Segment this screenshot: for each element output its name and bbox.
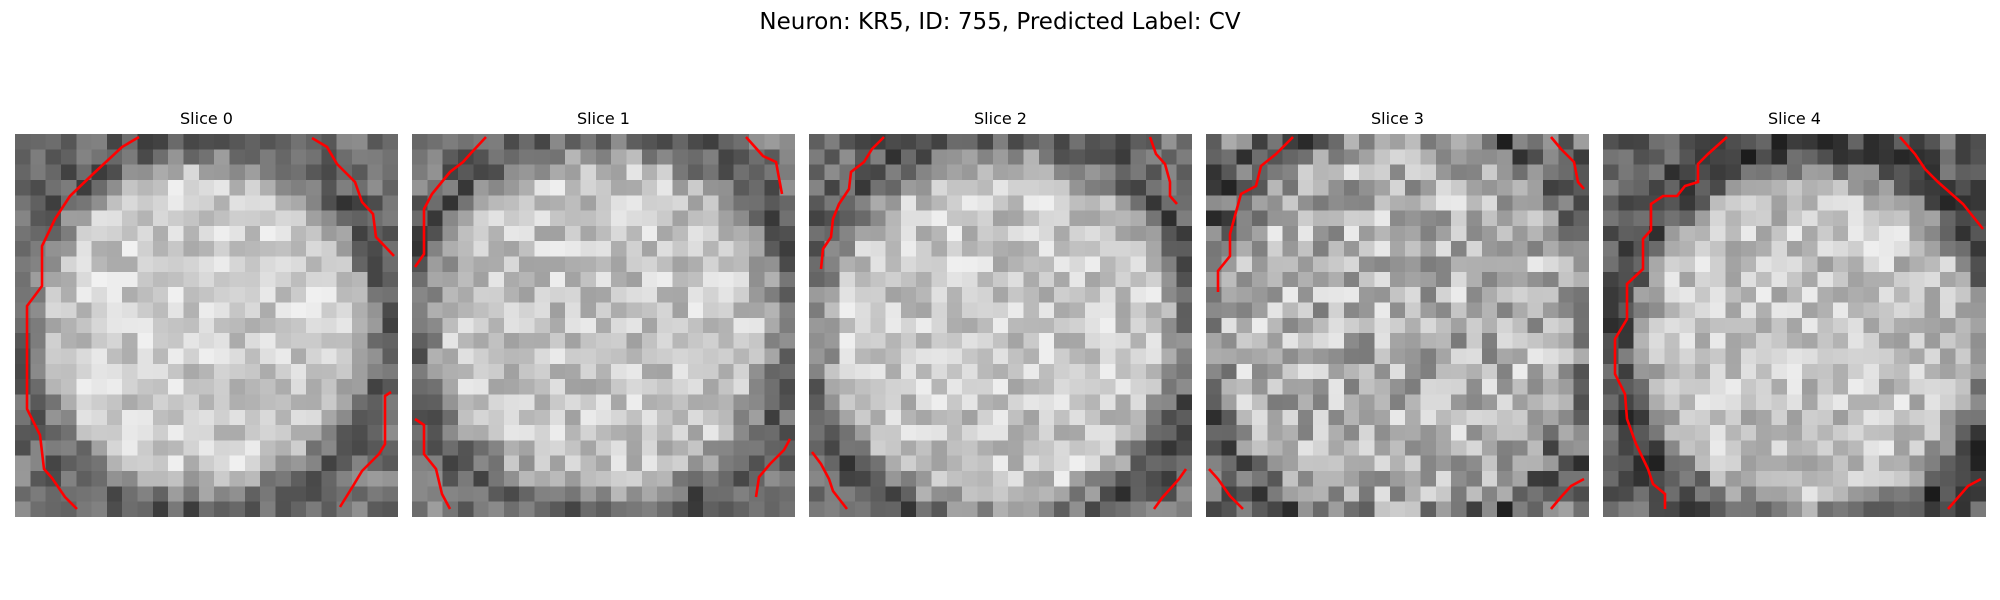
slice-image-1 bbox=[412, 134, 795, 517]
contour-line-2 bbox=[338, 390, 392, 508]
pixel-grid bbox=[1206, 134, 1589, 517]
slice-title-2: Slice 2 bbox=[974, 109, 1027, 128]
slice-title-3: Slice 3 bbox=[1371, 109, 1424, 128]
contour-line-0 bbox=[413, 136, 487, 268]
slice-title-1: Slice 1 bbox=[577, 109, 630, 128]
contour-line-2 bbox=[1208, 468, 1244, 510]
contour-line-1 bbox=[1550, 136, 1585, 190]
contour-line-2 bbox=[414, 417, 452, 510]
pixel-grid bbox=[1603, 134, 1986, 517]
contour-line-3 bbox=[1550, 477, 1585, 510]
contour-line-0 bbox=[25, 135, 140, 510]
slice-image-3 bbox=[1206, 134, 1589, 517]
contour-line-3 bbox=[754, 438, 792, 498]
contour-line-3 bbox=[1152, 468, 1188, 510]
pixel-grid bbox=[809, 134, 1192, 517]
contour-line-1 bbox=[1148, 136, 1178, 205]
slice-image-2 bbox=[809, 134, 1192, 517]
contour-line-2 bbox=[1947, 477, 1982, 510]
contour-line-1 bbox=[1899, 136, 1985, 230]
contour-line-1 bbox=[311, 136, 395, 257]
slice-image-0 bbox=[15, 134, 398, 517]
slice-image-4 bbox=[1603, 134, 1986, 517]
pixel-grid bbox=[15, 134, 398, 517]
contour-line-2 bbox=[810, 451, 849, 510]
contour-line-1 bbox=[745, 136, 784, 195]
slice-title-0: Slice 0 bbox=[180, 109, 233, 128]
pixel-grid bbox=[412, 134, 795, 517]
contour-line-0 bbox=[1613, 136, 1728, 509]
figure-title: Neuron: KR5, ID: 755, Predicted Label: C… bbox=[759, 9, 1241, 35]
contour-line-0 bbox=[819, 136, 885, 270]
slice-title-4: Slice 4 bbox=[1768, 109, 1821, 128]
contour-line-0 bbox=[1216, 136, 1294, 292]
